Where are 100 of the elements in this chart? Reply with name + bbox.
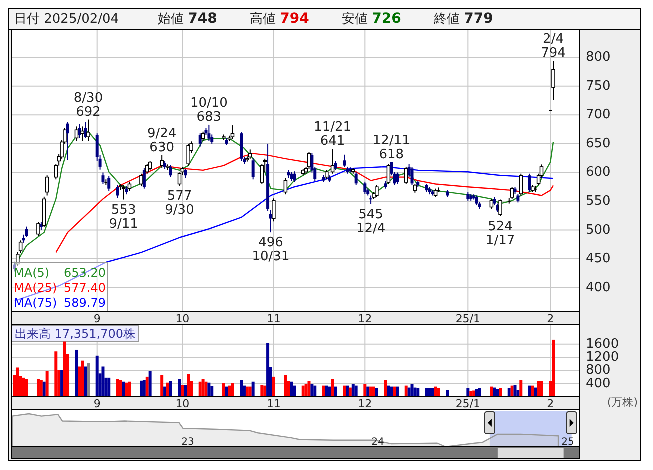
x-tick-label: 12 bbox=[358, 312, 372, 326]
bar bbox=[310, 384, 314, 397]
candlestick bbox=[269, 210, 272, 234]
bar bbox=[290, 382, 294, 397]
bar bbox=[334, 386, 338, 397]
candlestick bbox=[78, 124, 82, 139]
bar bbox=[308, 381, 311, 397]
candlestick bbox=[510, 186, 514, 200]
bar bbox=[490, 386, 494, 397]
bar bbox=[446, 390, 450, 397]
bar bbox=[437, 388, 440, 397]
bar bbox=[348, 388, 352, 397]
bar bbox=[476, 389, 478, 397]
candlestick bbox=[102, 172, 105, 185]
bar bbox=[540, 381, 544, 397]
bar bbox=[302, 386, 305, 397]
candlestick bbox=[184, 168, 188, 179]
bar bbox=[414, 388, 417, 397]
candlestick bbox=[18, 240, 23, 254]
candlestick bbox=[145, 164, 150, 174]
candlestick bbox=[354, 172, 358, 186]
bar bbox=[272, 376, 276, 397]
candlestick bbox=[528, 173, 532, 193]
bar bbox=[396, 386, 400, 397]
bar bbox=[225, 386, 228, 397]
x-tick-label: 10 bbox=[176, 398, 190, 410]
bar bbox=[142, 380, 146, 397]
x-tick-label: 9 bbox=[94, 398, 101, 410]
bar bbox=[352, 384, 355, 397]
text: 高値 794 bbox=[250, 10, 310, 27]
bar bbox=[36, 379, 40, 397]
candlestick bbox=[364, 181, 367, 195]
bar bbox=[84, 366, 88, 397]
bar bbox=[16, 368, 20, 397]
x-tick-label: 11 bbox=[266, 398, 281, 410]
bar bbox=[25, 379, 28, 397]
y-tick-label: 550 bbox=[586, 194, 611, 209]
bar bbox=[520, 380, 523, 397]
bar bbox=[416, 388, 420, 397]
bar bbox=[346, 386, 349, 397]
annotation: 2/4 794 bbox=[541, 32, 566, 62]
bar bbox=[40, 380, 43, 397]
bar bbox=[375, 388, 378, 397]
x-tick-label: 9 bbox=[94, 312, 101, 326]
y-tick-label: 750 bbox=[586, 78, 611, 94]
series-label: MA(75) 589.79 bbox=[14, 296, 106, 310]
bar bbox=[428, 388, 432, 397]
y-tick-label: 600 bbox=[586, 165, 611, 180]
candlestick bbox=[186, 143, 190, 166]
bar bbox=[364, 384, 367, 397]
bar bbox=[160, 375, 164, 397]
candlestick bbox=[519, 173, 524, 196]
bar bbox=[166, 382, 170, 397]
text: 安値 726 bbox=[342, 10, 402, 27]
candlestick bbox=[116, 184, 120, 199]
candlestick bbox=[201, 131, 206, 142]
bar bbox=[42, 382, 46, 397]
bar bbox=[248, 386, 252, 397]
candlestick bbox=[140, 173, 144, 188]
bar bbox=[328, 386, 332, 397]
bar bbox=[146, 376, 149, 397]
y-tick-label: 1200 bbox=[586, 350, 620, 366]
candlestick bbox=[375, 184, 379, 198]
candlestick bbox=[36, 222, 40, 237]
bar bbox=[331, 379, 334, 397]
bar bbox=[293, 386, 296, 397]
candlestick bbox=[66, 122, 70, 161]
y-tick-label: 450 bbox=[586, 252, 611, 267]
candlestick bbox=[169, 164, 172, 178]
bar bbox=[534, 388, 538, 397]
bar bbox=[204, 382, 208, 397]
text: 終値 779 bbox=[433, 11, 494, 27]
text: MA(5) 653.20 bbox=[14, 266, 106, 280]
bar bbox=[372, 386, 376, 397]
bar bbox=[425, 388, 428, 397]
annotation: 10/10 683 bbox=[190, 96, 228, 125]
annotation: 12/11 618 bbox=[372, 133, 410, 162]
bar bbox=[478, 388, 482, 397]
candlestick bbox=[252, 158, 255, 180]
x-tick-label: 23 bbox=[182, 437, 194, 448]
y-tick-label: 800 bbox=[586, 363, 611, 378]
bar bbox=[404, 386, 408, 397]
bar bbox=[128, 382, 132, 397]
candlestick bbox=[272, 198, 276, 222]
bar bbox=[169, 381, 172, 397]
x-tick-label: 10 bbox=[176, 312, 190, 326]
text: 日付 2025/02/04 bbox=[14, 12, 120, 26]
y-axis-title: (万株) bbox=[607, 396, 638, 409]
bar bbox=[60, 370, 64, 397]
candlestick bbox=[142, 168, 146, 190]
bar bbox=[116, 379, 120, 397]
bar bbox=[528, 386, 532, 397]
text: MA(25) 577.40 bbox=[14, 281, 106, 295]
y-tick-label: 700 bbox=[586, 108, 611, 123]
candlestick bbox=[396, 172, 400, 185]
x-tick-label: 25/1 bbox=[456, 312, 481, 326]
bar bbox=[148, 371, 152, 397]
bar bbox=[408, 388, 411, 397]
annotation: 545 12/4 bbox=[356, 207, 386, 236]
bar bbox=[240, 380, 244, 397]
